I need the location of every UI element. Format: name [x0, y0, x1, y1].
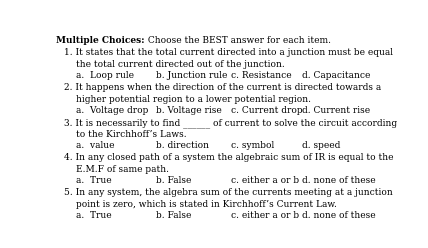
- Text: d. Current rise: d. Current rise: [302, 106, 370, 115]
- Text: E.M.F of same path.: E.M.F of same path.: [76, 165, 169, 174]
- Text: a.  value: a. value: [76, 141, 115, 150]
- Text: c. symbol: c. symbol: [231, 141, 274, 150]
- Text: point is zero, which is stated in Kirchhoff’s Current Law.: point is zero, which is stated in Kirchh…: [76, 200, 337, 209]
- Text: a.  True: a. True: [76, 211, 112, 220]
- Text: c. Resistance: c. Resistance: [231, 71, 291, 80]
- Text: to the Kirchhoff’s Laws.: to the Kirchhoff’s Laws.: [76, 130, 187, 139]
- Text: c. either a or b: c. either a or b: [231, 211, 299, 220]
- Text: a.  True: a. True: [76, 176, 112, 185]
- Text: c. Current drop: c. Current drop: [231, 106, 303, 115]
- Text: b. False: b. False: [156, 211, 192, 220]
- Text: d. none of these: d. none of these: [302, 211, 376, 220]
- Text: higher potential region to a lower potential region.: higher potential region to a lower poten…: [76, 95, 311, 104]
- Text: a.  Loop rule: a. Loop rule: [76, 71, 134, 80]
- Text: 4. In any closed path of a system the algebraic sum of IR is equal to the: 4. In any closed path of a system the al…: [64, 153, 394, 162]
- Text: b. Junction rule: b. Junction rule: [156, 71, 228, 80]
- Text: d. none of these: d. none of these: [302, 176, 376, 185]
- Text: b. direction: b. direction: [156, 141, 209, 150]
- Text: a.  Voltage drop: a. Voltage drop: [76, 106, 149, 115]
- Text: b. False: b. False: [156, 176, 192, 185]
- Text: 3. It is necessarily to find ______ of current to solve the circuit according: 3. It is necessarily to find ______ of c…: [64, 118, 397, 128]
- Text: Choose the BEST answer for each item.: Choose the BEST answer for each item.: [145, 36, 331, 45]
- Text: 2. It happens when the direction of the current is directed towards a: 2. It happens when the direction of the …: [64, 83, 381, 92]
- Text: 5. In any system, the algebra sum of the currents meeting at a junction: 5. In any system, the algebra sum of the…: [64, 188, 393, 197]
- Text: c. either a or b: c. either a or b: [231, 176, 299, 185]
- Text: b. Voltage rise: b. Voltage rise: [156, 106, 222, 115]
- Text: d. speed: d. speed: [302, 141, 341, 150]
- Text: 1. It states that the total current directed into a junction must be equal: 1. It states that the total current dire…: [64, 48, 393, 57]
- Text: the total current directed out of the junction.: the total current directed out of the ju…: [76, 60, 285, 69]
- Text: Multiple Choices:: Multiple Choices:: [56, 36, 145, 45]
- Text: d. Capacitance: d. Capacitance: [302, 71, 371, 80]
